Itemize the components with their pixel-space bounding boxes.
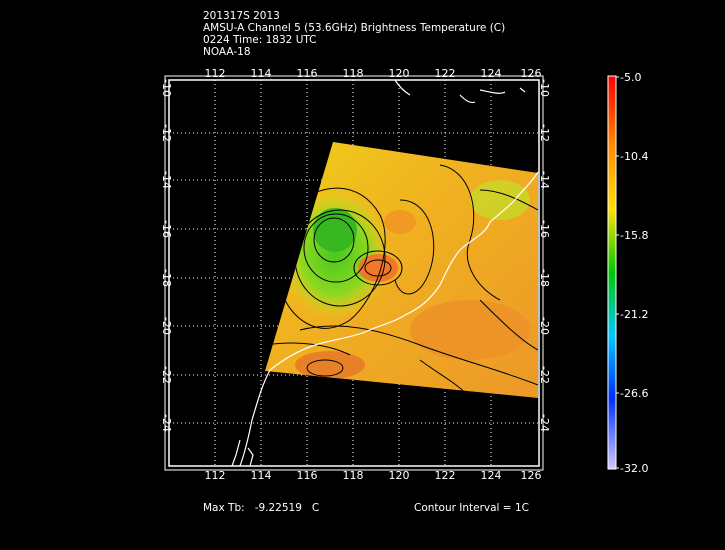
lat-left-10: -10 [160, 79, 173, 97]
lon-top-126: 126 [521, 67, 542, 80]
lat-right-20: -20 [538, 317, 551, 335]
colorbar-label-5: -26.6 [620, 387, 648, 400]
lat-right-24: -24 [538, 414, 551, 432]
max-tb-readout: Max Tb: -9.22519 C [203, 502, 319, 514]
lat-right-22: -22 [538, 366, 551, 384]
lat-left-14: -14 [160, 171, 173, 189]
lat-left-20: -20 [160, 317, 173, 335]
lat-labels: -10 -12 -14 -16 -18 -20 -22 -24 -10 -12 … [160, 79, 551, 432]
lat-left-22: -22 [160, 366, 173, 384]
coastline [231, 79, 539, 467]
lon-top-114: 114 [251, 67, 272, 80]
lat-right-16: -16 [538, 220, 551, 238]
temperature-contours [265, 164, 538, 398]
lon-top-112: 112 [205, 67, 226, 80]
lon-top-120: 120 [389, 67, 410, 80]
lon-bottom-112: 112 [205, 469, 226, 482]
colorbar-labels: -5.0 -10.4 -15.8 -21.2 -26.6 -32.0 [620, 71, 648, 475]
lat-left-18: -18 [160, 269, 173, 287]
lon-bottom-126: 126 [521, 469, 542, 482]
title-satellite: NOAA-18 [203, 46, 251, 58]
lat-left-12: -12 [160, 124, 173, 142]
max-tb-unit: C [311, 502, 320, 514]
lon-top-122: 122 [435, 67, 456, 80]
colorbar-label-4: -21.2 [620, 308, 648, 321]
colorbar [607, 75, 617, 470]
lon-top-124: 124 [481, 67, 502, 80]
lon-bottom-114: 114 [251, 469, 272, 482]
colorbar-label-3: -15.8 [620, 229, 648, 242]
lon-top-116: 116 [297, 67, 318, 80]
title-channel: AMSU-A Channel 5 (53.6GHz) Brightness Te… [203, 22, 506, 34]
lon-bottom-124: 124 [481, 469, 502, 482]
map-frame [168, 79, 540, 467]
lat-right-10: -10 [538, 79, 551, 97]
lon-labels: 112 114 116 118 120 122 124 126 112 114 … [205, 67, 542, 482]
lon-bottom-118: 118 [343, 469, 364, 482]
colorbar-label-min: -32.0 [620, 462, 648, 475]
lat-right-18: -18 [538, 269, 551, 287]
lon-bottom-120: 120 [389, 469, 410, 482]
colorbar-label-2: -10.4 [620, 150, 648, 163]
colorbar-label-max: -5.0 [620, 71, 641, 84]
lon-bottom-122: 122 [435, 469, 456, 482]
max-tb-label: Max Tb: [203, 502, 245, 514]
lat-right-12: -12 [538, 124, 551, 142]
title-storm: 201317S 2013 [203, 10, 280, 22]
map-outer-frame [164, 75, 544, 471]
map-title-block: 201317S 2013 AMSU-A Channel 5 (53.6GHz) … [203, 10, 505, 58]
contour-interval: Contour Interval = 1C [414, 502, 529, 514]
lon-bottom-116: 116 [297, 469, 318, 482]
colorbar-ticks [616, 76, 619, 469]
lat-left-24: -24 [160, 414, 173, 432]
lat-left-16: -16 [160, 220, 173, 238]
brightness-temperature-swath [265, 142, 538, 398]
title-time: 0224 Time: 1832 UTC [203, 34, 317, 46]
lat-right-14: -14 [538, 171, 551, 189]
max-tb-value: -9.22519 [254, 502, 302, 514]
lon-top-118: 118 [343, 67, 364, 80]
